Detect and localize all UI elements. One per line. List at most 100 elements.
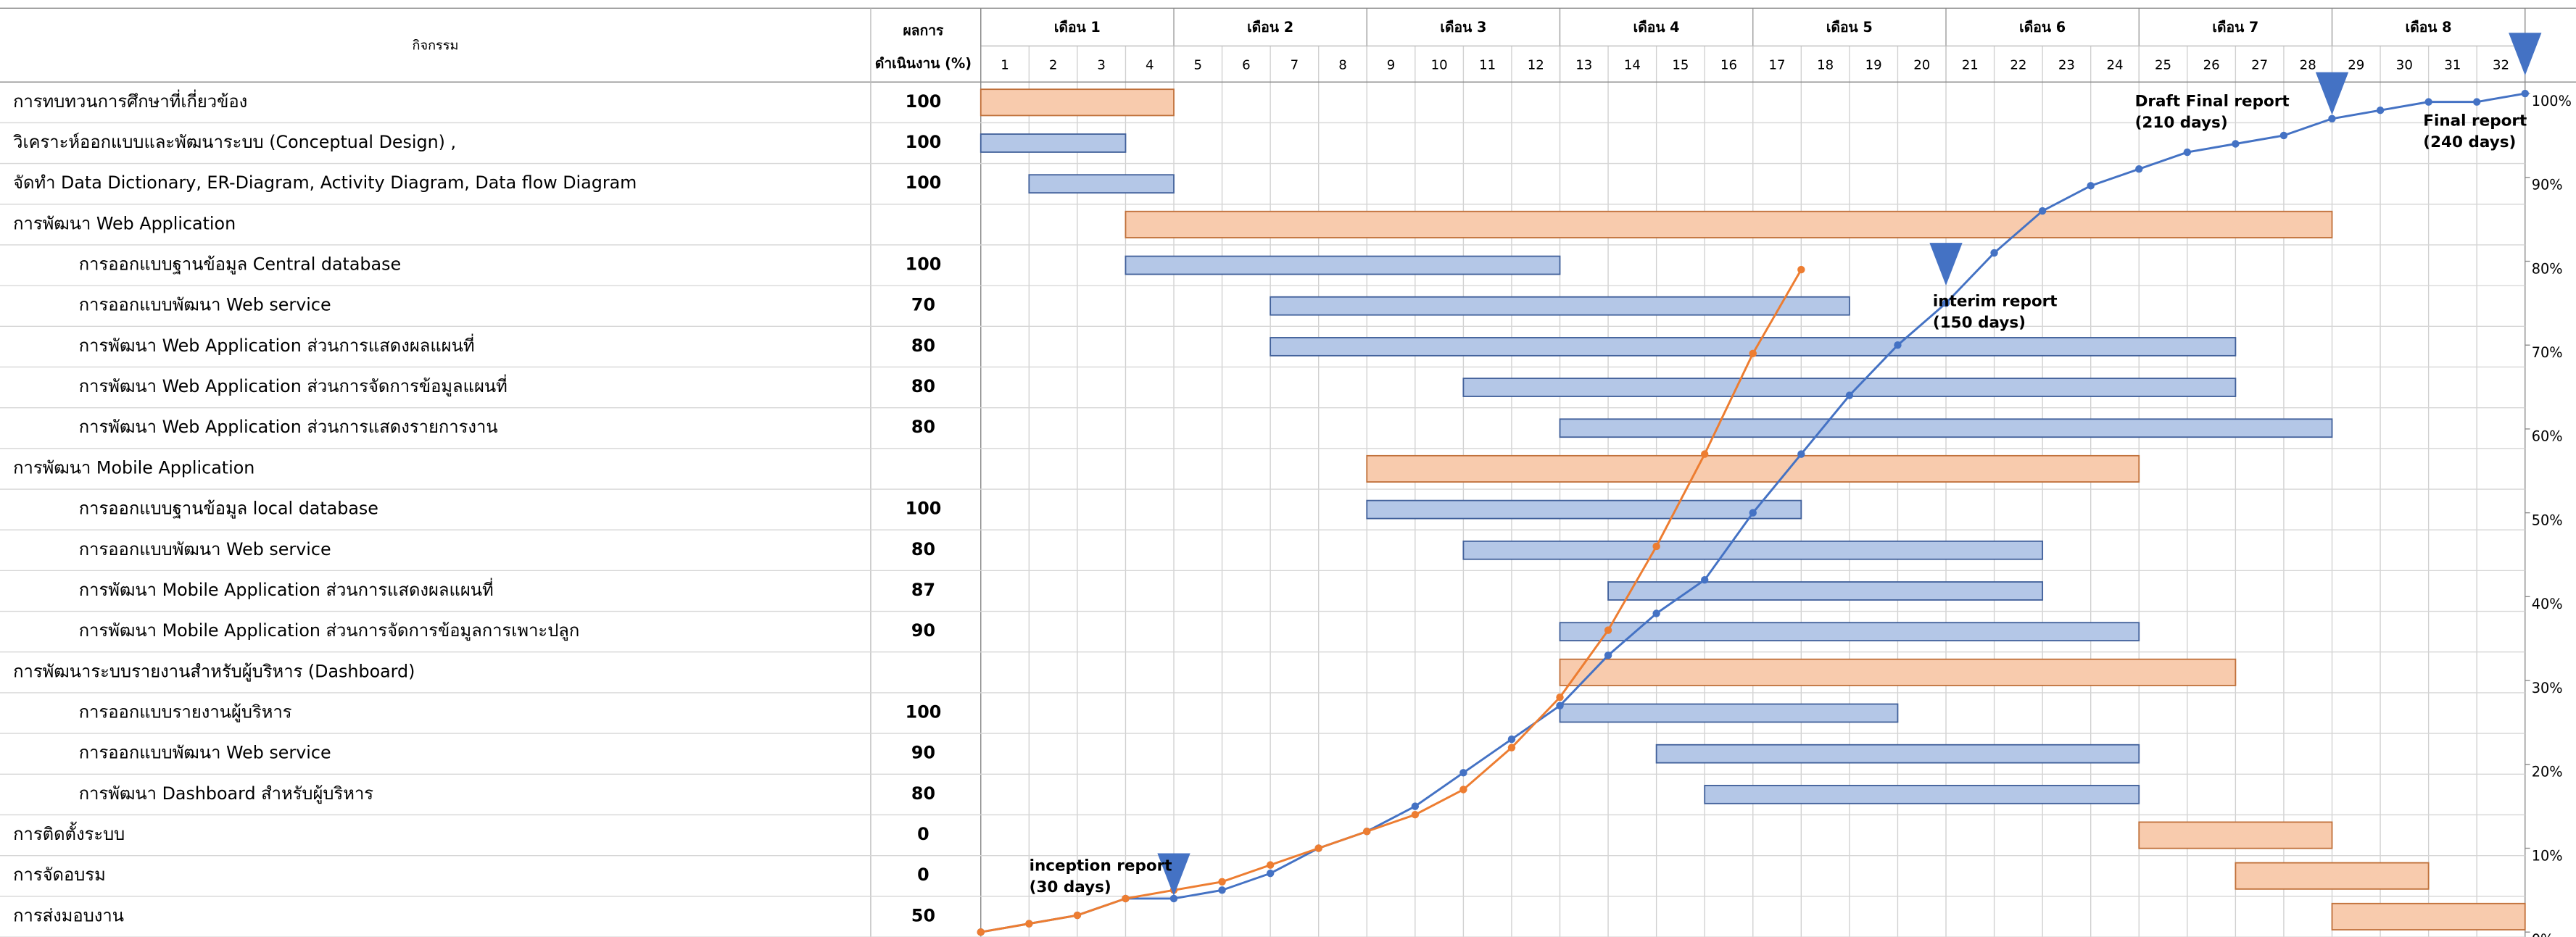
y-tick-label: 0% <box>2532 931 2554 937</box>
task-progress: 90 <box>911 620 935 641</box>
task-progress: 90 <box>911 743 935 763</box>
curve-point <box>2183 148 2192 157</box>
curve-point <box>1894 341 1902 349</box>
task-progress: 100 <box>906 172 942 193</box>
task-name: การออกแบบฐานข้อมูล Central database <box>79 254 401 275</box>
task-progress: 100 <box>906 702 942 722</box>
curve-point <box>2232 140 2240 148</box>
task-name: วิเคราะห์ออกแบบและพัฒนาระบบ (Conceptual … <box>12 132 456 152</box>
task-progress: 80 <box>911 376 935 396</box>
task-bar <box>1270 296 1850 316</box>
curve-point <box>977 928 985 936</box>
group-bar <box>980 88 1175 117</box>
curve-point <box>1411 802 1420 810</box>
task-progress: 80 <box>911 417 935 437</box>
task-bar <box>1559 622 2140 642</box>
week-label: 14 <box>1624 58 1641 73</box>
task-name: การพัฒนา Mobile Application ส่วนการแสดงผ… <box>79 578 494 600</box>
task-bar <box>1028 174 1175 194</box>
task-progress: 100 <box>906 254 942 275</box>
curve-point <box>1507 744 1516 751</box>
task-bar <box>1559 703 1899 723</box>
milestone-marker <box>2315 72 2349 115</box>
curve-point <box>1218 886 1226 894</box>
curve-point <box>2328 114 2336 122</box>
task-name: การทบทวนการศึกษาที่เกี่ยวข้อง <box>13 89 247 112</box>
week-label: 15 <box>1672 58 1689 73</box>
week-label: 23 <box>2058 58 2075 73</box>
month-label: เดือน 5 <box>1826 19 1873 36</box>
task-name: การออกแบบรายงานผู้บริหาร <box>79 702 292 723</box>
header-progress: ดำเนินงาน (%) <box>875 55 972 72</box>
milestone-marker <box>2509 33 2542 76</box>
week-label: 26 <box>2203 58 2220 73</box>
task-progress: 0 <box>917 824 929 844</box>
curve-point <box>1266 869 1275 878</box>
curve-point <box>1218 878 1226 886</box>
curve-point <box>1749 509 1757 517</box>
y-tick-label: 90% <box>2532 177 2563 193</box>
week-label: 6 <box>1242 58 1251 73</box>
week-label: 1 <box>1001 58 1009 73</box>
week-label: 18 <box>1817 58 1834 73</box>
curve-point <box>1025 920 1033 928</box>
curve-point <box>2472 98 2481 106</box>
curve-point <box>1942 299 1950 307</box>
week-label: 11 <box>1479 58 1496 73</box>
curve-point <box>2038 207 2047 215</box>
task-name: การพัฒนา Web Application ส่วนการแสดงผลแผ… <box>79 333 475 356</box>
task-progress: 80 <box>911 783 935 804</box>
task-name: การจัดอบรม <box>13 865 106 885</box>
y-tick-label: 40% <box>2532 596 2563 612</box>
task-bar <box>1704 785 2140 804</box>
task-name: การออกแบบพัฒนา Web service <box>79 539 331 559</box>
curve-point <box>1749 349 1757 357</box>
curve-point <box>1700 576 1709 584</box>
y-tick-label: 30% <box>2532 680 2563 696</box>
curve-point <box>1604 626 1612 634</box>
task-progress: 100 <box>906 132 942 152</box>
curve-point <box>1459 769 1467 777</box>
task-progress: 100 <box>906 499 942 519</box>
milestone-marker <box>1929 243 1963 286</box>
month-label: เดือน 8 <box>2406 19 2452 36</box>
milestone-marker <box>1157 853 1190 896</box>
task-progress: 87 <box>911 580 935 600</box>
task-name: การพัฒนาระบบรายงานสำหรับผู้บริหาร (Dashb… <box>13 661 415 682</box>
week-label: 21 <box>1962 58 1979 73</box>
curve-point <box>2087 182 2095 190</box>
curve-point <box>1604 651 1612 659</box>
task-name: การพัฒนา Mobile Application <box>13 457 254 478</box>
milestone-label: (240 days) <box>2423 133 2516 151</box>
curve-point <box>2424 98 2432 106</box>
curve-point <box>1652 542 1660 551</box>
week-label: 20 <box>1913 58 1930 73</box>
y-tick-label: 70% <box>2532 344 2563 361</box>
group-bar <box>2331 902 2526 930</box>
month-label: เดือน 3 <box>1440 19 1486 36</box>
week-label: 5 <box>1194 58 1203 73</box>
group-bar <box>2138 821 2333 849</box>
curve-point <box>1797 265 1805 274</box>
curve-point <box>1556 694 1564 701</box>
milestone-label: (30 days) <box>1030 878 1111 896</box>
y-tick-label: 20% <box>2532 764 2563 780</box>
curve-point <box>1122 894 1130 903</box>
month-label: เดือน 4 <box>1633 19 1680 36</box>
task-bar <box>1655 744 2140 764</box>
task-name: การออกแบบพัฒนา Web service <box>79 295 331 315</box>
week-label: 28 <box>2300 58 2316 73</box>
milestone-label: Final report <box>2423 112 2527 130</box>
milestone-label: inception report <box>1030 857 1172 875</box>
curve-point <box>1073 911 1082 920</box>
curve-point <box>1411 810 1420 819</box>
task-bar <box>1607 581 2044 601</box>
week-label: 22 <box>2010 58 2026 73</box>
milestone-label: (210 days) <box>2135 114 2228 132</box>
task-name: การส่งมอบงาน <box>13 905 124 925</box>
task-progress: 0 <box>917 865 929 885</box>
task-name: จัดทำ Data Dictionary, ER-Diagram, Activ… <box>13 172 637 193</box>
task-bar <box>1462 540 2044 560</box>
